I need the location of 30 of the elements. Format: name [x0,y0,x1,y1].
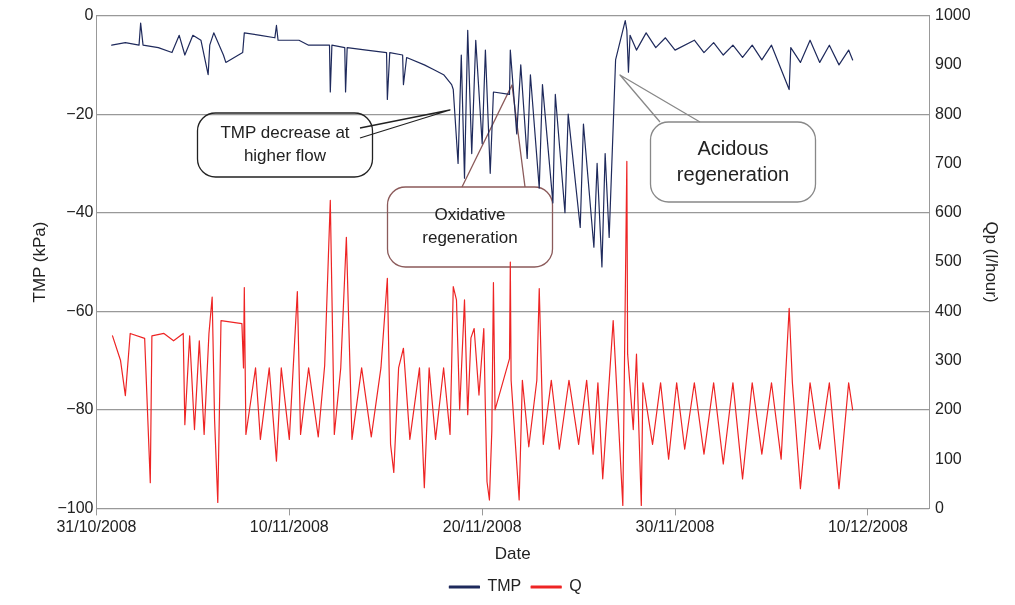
y2-axis-title: Qp (l/hour) [982,221,1002,303]
y2-tick-label: 100 [935,449,962,467]
y2-tick-label: 400 [935,301,962,319]
y2-tick-label: 500 [935,252,962,270]
y2-tick-label: 600 [935,203,962,221]
y-axis-title: TMP (kPa) [29,221,49,303]
x-tick-label: 31/10/2008 [56,518,137,536]
annotation: TMP decrease at higher flow [220,123,350,166]
annotation: Acidous regeneration [676,136,790,185]
y2-tick-label: 900 [935,55,962,73]
y2-tick-label: 700 [935,153,962,171]
legend-label: Q [569,577,582,595]
x-tick-label: 20/11/2008 [442,518,522,536]
y2-tick-label: 800 [935,104,962,122]
x-tick-label: 30/11/2008 [635,518,715,536]
x-axis-title: Date [494,544,531,564]
y-tick-label: −20 [66,104,94,122]
x-tick-label: 10/12/2008 [827,518,909,536]
y2-tick-label: 300 [935,350,962,368]
y2-tick-label: 1000 [935,6,971,24]
y-tick-label: −100 [57,498,94,516]
y-tick-label: −60 [66,301,94,319]
x-tick-label: 10/11/2008 [249,518,329,536]
y-tick-label: −40 [66,203,94,221]
y-tick-label: −80 [66,400,94,418]
y2-tick-label: 0 [935,498,945,516]
annotation: Oxidative regeneration [422,205,518,248]
y-tick-label: 0 [84,6,94,24]
legend-label: TMP [487,577,522,595]
y2-tick-label: 200 [935,400,962,418]
